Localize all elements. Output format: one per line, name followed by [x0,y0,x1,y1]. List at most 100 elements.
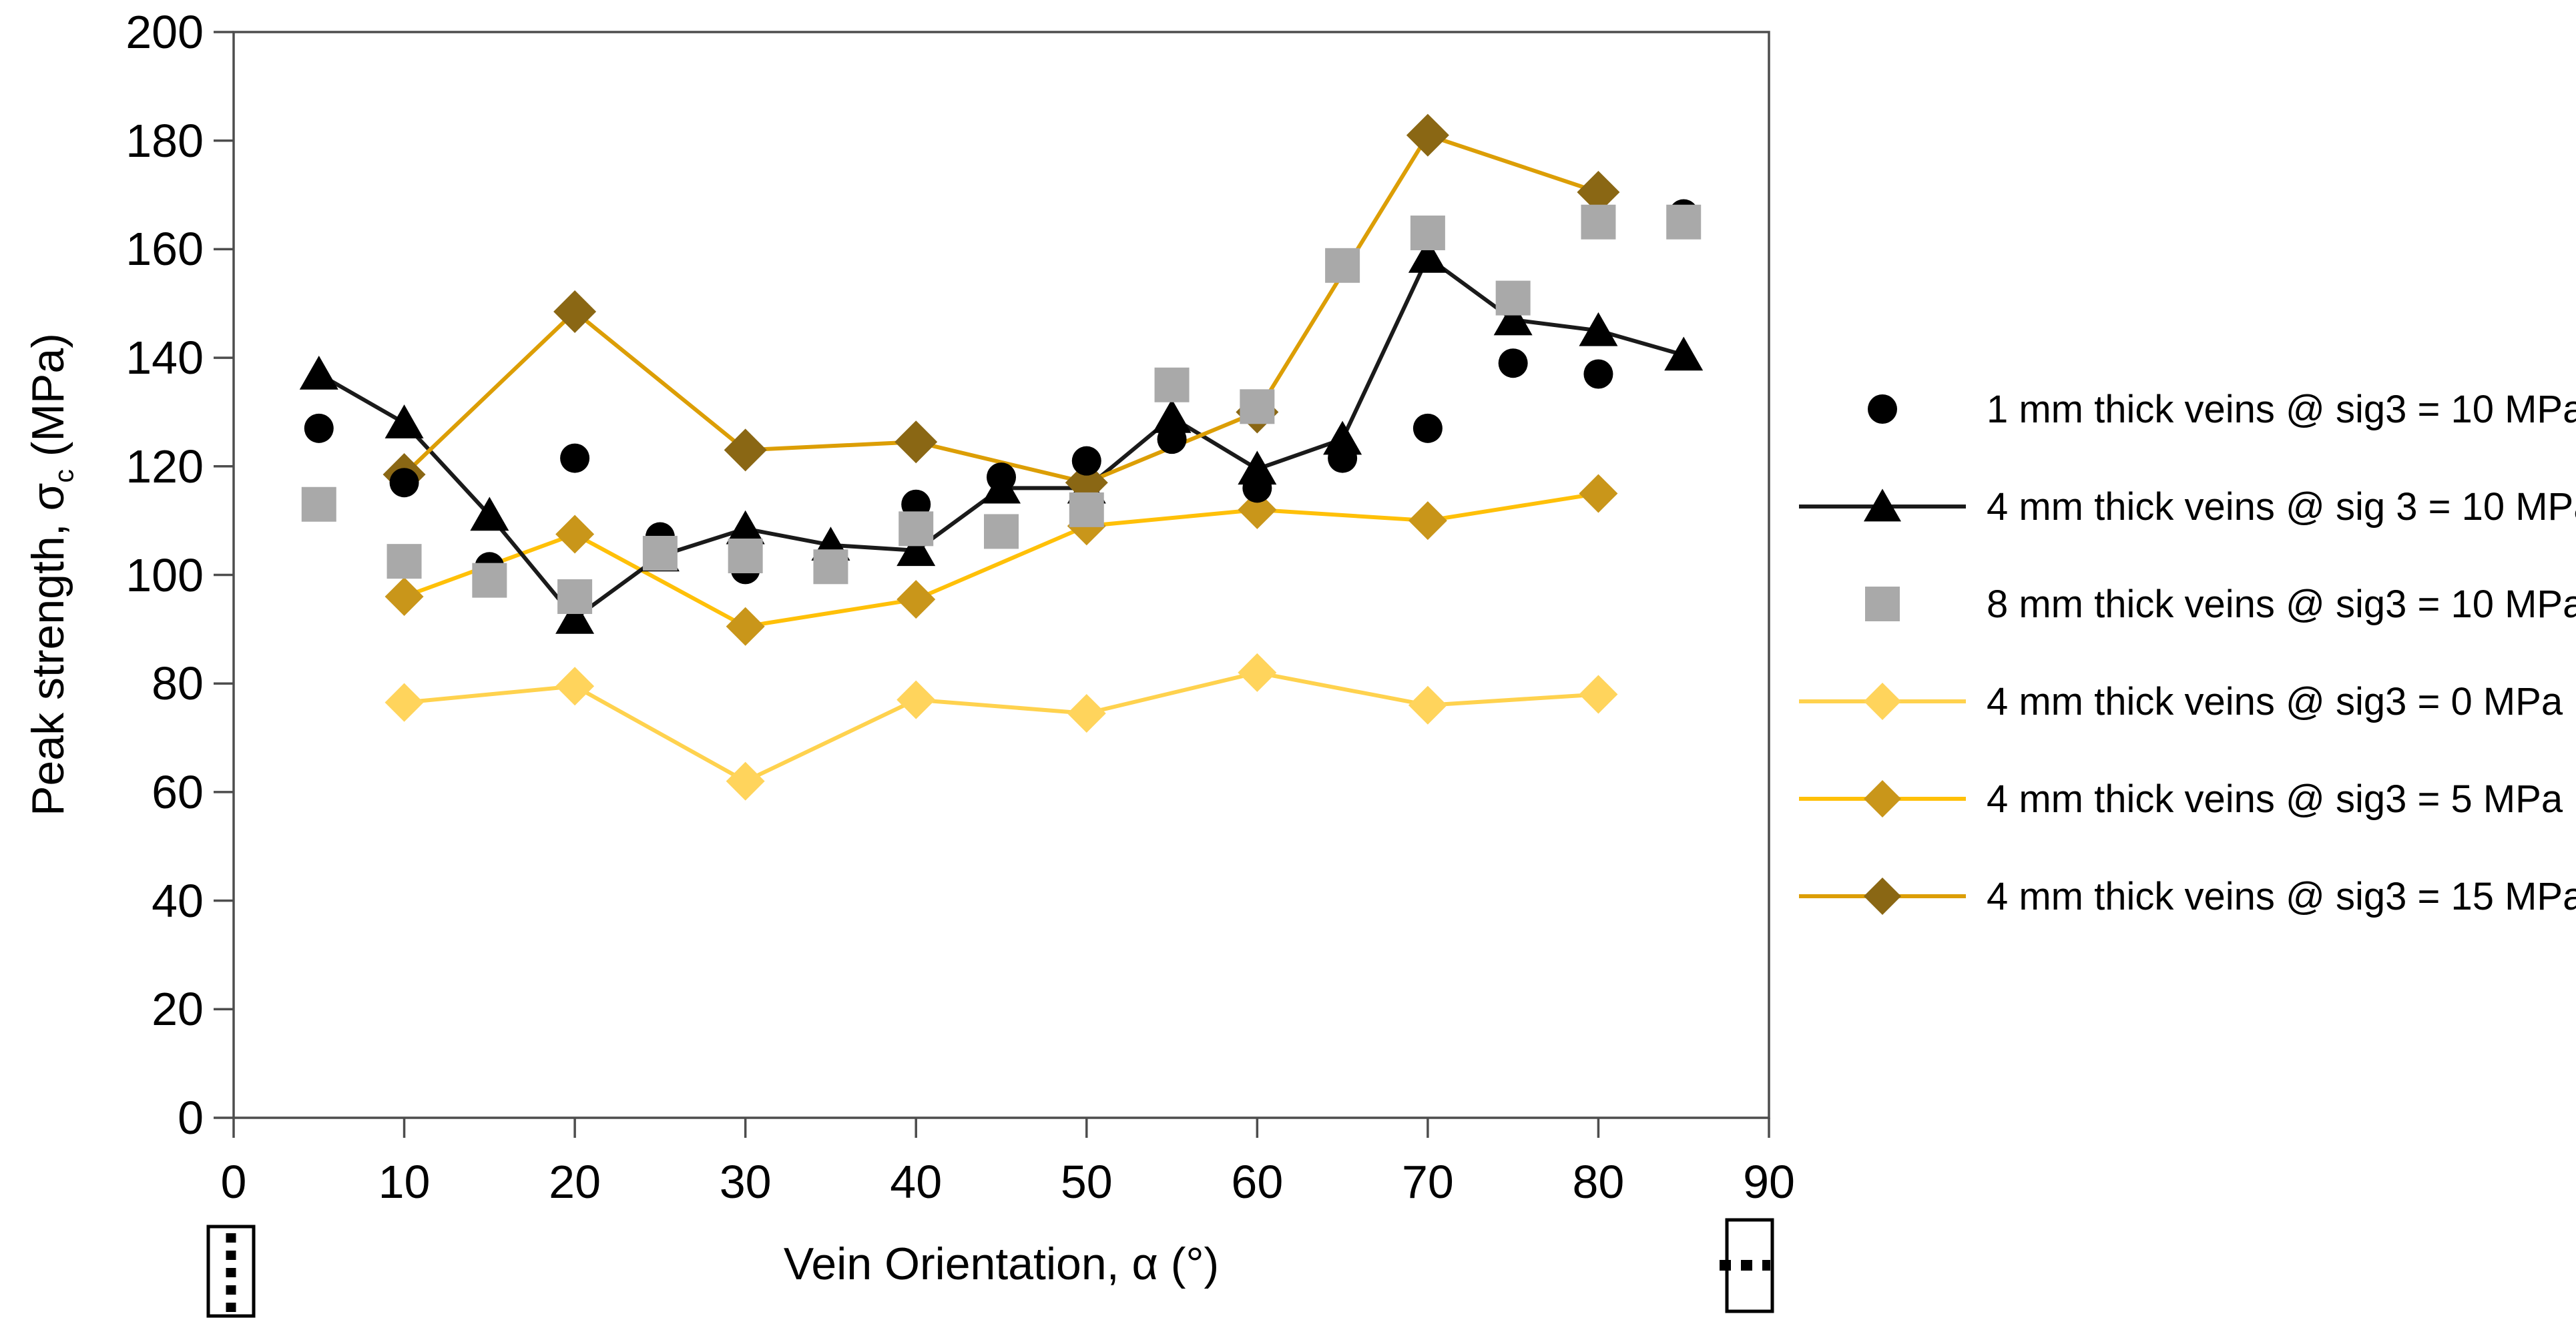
series-line [403,132,1599,485]
legend-item: 4 mm thick veins @ sig3 = 5 MPa [1796,750,2576,848]
data-point-circle [1583,359,1613,389]
y-tick-label: 140 [125,332,204,384]
data-point-circle [560,443,590,473]
data-point-diamond [1408,685,1447,725]
data-point-square [813,549,848,585]
data-point-circle [1328,443,1358,473]
legend-label: 1 mm thick veins @ sig3 = 10 MPa [1987,387,2576,431]
data-point-square [728,539,763,574]
data-point-square [472,563,507,598]
data-point-triangle [384,404,424,438]
x-tick-label: 20 [549,1156,601,1208]
x-tick-label: 80 [1572,1156,1625,1208]
data-point-diamond [724,428,767,472]
data-point-circle [987,462,1016,492]
data-point-square [301,486,336,522]
data-point-diamond [1864,683,1901,720]
data-point-diamond [1579,675,1618,714]
data-point-triangle [1579,312,1618,346]
data-point-diamond [1408,501,1447,541]
series-diamond [384,653,1618,801]
y-axis-title: Peak strength, σc (MPa) [11,107,85,1042]
y-axis-title-subscript: c [48,469,79,483]
data-point-diamond [726,607,765,646]
legend-item: 4 mm thick veins @ sig 3 = 10 MPa [1796,458,2576,555]
y-tick-label: 100 [125,549,204,601]
data-point-circle [1071,446,1101,476]
data-point-square [557,579,593,615]
x-tick-label: 50 [1060,1156,1113,1208]
vertical-vein-orientation-schematic [206,1225,256,1318]
data-point-diamond [1577,170,1620,214]
plot-frame [214,31,1770,1138]
y-tick-label: 160 [125,223,204,276]
y-tick-label: 40 [152,874,204,927]
data-point-circle [1157,424,1187,454]
legend-marker-diamond-gold [1799,780,1966,817]
data-point-diamond [384,577,424,617]
data-point-triangle [555,600,595,634]
data-point-triangle [1323,420,1362,455]
data-point-square [387,544,422,579]
legend-item: 1 mm thick veins @ sig3 = 10 MPa [1796,360,2576,458]
legend-label: 4 mm thick veins @ sig3 = 5 MPa [1987,777,2563,821]
data-point-circle [389,468,419,498]
data-point-circle [1868,394,1897,424]
data-point-diamond [1067,693,1106,733]
y-axis-title-text: Peak strength, σ [23,482,73,816]
series-line [403,491,1599,629]
x-tick-label: 30 [719,1156,772,1208]
data-point-triangle [1408,239,1447,273]
data-point-circle [1412,413,1443,443]
data-point-diamond [1864,780,1901,817]
data-point-triangle [896,532,936,567]
legend-marker-diamond-dark [1799,878,1966,915]
x-tick-label: 40 [890,1156,943,1208]
data-series-layer [299,113,1704,801]
data-point-square [1325,248,1360,283]
horizontal-vein-orientation-schematic [1720,1218,1774,1313]
y-tick-label: 120 [125,440,204,492]
legend-label: 4 mm thick veins @ sig3 = 0 MPa [1987,679,2563,723]
data-point-diamond [1864,878,1901,915]
data-point-square [1495,280,1531,316]
y-tick-label: 20 [152,983,204,1036]
data-point-square [984,514,1019,549]
data-point-diamond [1238,490,1277,529]
data-point-circle [1242,473,1272,503]
data-point-square [1666,204,1702,240]
legend: 1 mm thick veins @ sig3 = 10 MPa 4 mm th… [1796,360,2576,945]
series-diamond [384,474,1618,646]
legend-item: 4 mm thick veins @ sig3 = 0 MPa [1796,653,2576,750]
x-tick-label: 70 [1401,1156,1454,1208]
y-axis-title-units: (MPa) [23,333,73,470]
data-point-square [1581,204,1616,240]
data-point-diamond [555,667,595,706]
data-point-diamond [896,580,936,619]
y-tick-label: 200 [125,6,204,58]
data-point-triangle [1152,399,1192,433]
series-line [404,670,1599,784]
data-point-triangle [726,510,765,545]
data-point-diamond [1406,113,1449,157]
x-tick-label: 60 [1231,1156,1284,1208]
legend-marker-square [1865,587,1900,621]
data-point-triangle [470,496,509,531]
data-point-diamond [553,290,597,333]
data-point-diamond [726,761,765,801]
legend-marker-circle [1868,394,1897,424]
data-point-square [1069,492,1104,527]
series-square [301,204,1702,615]
legend-marker-diamond-light [1799,683,1966,720]
legend-item: 4 mm thick veins @ sig3 = 15 MPa [1796,848,2576,945]
y-tick-label: 60 [152,765,204,818]
data-point-circle [1498,348,1528,378]
x-tick-label: 10 [378,1156,431,1208]
x-tick-label: 0 [220,1156,247,1208]
data-point-diamond [555,515,595,554]
data-point-triangle [1493,301,1533,336]
data-point-diamond [384,683,424,722]
series-triangle [299,239,1704,634]
